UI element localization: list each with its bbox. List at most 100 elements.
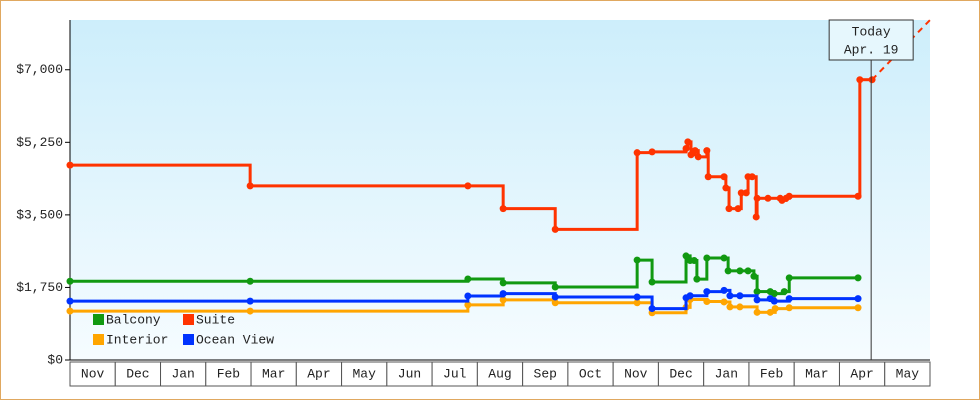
data-point: [704, 173, 712, 181]
step-segment: [637, 258, 654, 283]
x-tick-label: Feb: [217, 366, 240, 381]
data-point: [854, 304, 862, 312]
data-point: [464, 301, 472, 309]
data-point: [66, 161, 74, 169]
x-tick-label: Nov: [624, 366, 648, 381]
data-point: [464, 275, 472, 283]
data-point: [693, 275, 701, 283]
plot-background: [70, 20, 930, 360]
data-point: [703, 147, 711, 155]
y-tick-label: $7,000: [16, 62, 63, 77]
data-point: [499, 296, 507, 304]
data-point: [725, 205, 733, 213]
data-point: [770, 290, 778, 298]
data-point: [736, 292, 744, 300]
data-point: [720, 298, 728, 306]
data-point: [771, 305, 779, 313]
step-segment: [652, 297, 688, 311]
data-point: [785, 192, 793, 200]
step-segment: [555, 260, 639, 289]
legend-swatch: [183, 334, 194, 345]
month-cell: [250, 361, 297, 387]
data-point: [551, 225, 559, 233]
data-point: [648, 305, 656, 313]
data-point: [551, 299, 559, 307]
legend-swatch: [93, 314, 104, 325]
data-point: [464, 182, 472, 190]
data-point: [753, 308, 761, 316]
x-tick-label: Sep: [534, 366, 557, 381]
data-point: [752, 213, 760, 221]
data-point: [246, 297, 254, 305]
data-point: [753, 296, 761, 304]
data-point: [744, 267, 752, 275]
month-cell: [793, 361, 840, 387]
data-point: [854, 295, 862, 303]
x-tick-label: Jan: [171, 366, 194, 381]
legend-label: Interior: [106, 332, 168, 347]
data-point: [694, 153, 702, 161]
month-cell: [703, 361, 750, 387]
step-segment: [652, 255, 688, 284]
data-point: [499, 205, 507, 213]
data-point: [633, 293, 641, 301]
data-point: [682, 252, 690, 260]
data-point: [690, 256, 698, 264]
data-point: [499, 290, 507, 298]
data-point: [785, 274, 793, 282]
x-tick-label: Jun: [398, 366, 421, 381]
month-cell: [341, 361, 388, 387]
step-segment: [467, 184, 505, 209]
data-point: [703, 254, 711, 262]
x-tick-label: Jul: [443, 366, 467, 381]
legend-swatch: [93, 334, 104, 345]
data-point: [648, 278, 656, 286]
month-cell: [612, 361, 659, 387]
x-tick-label: May: [353, 366, 377, 381]
month-cell: [476, 361, 524, 387]
forecast-line: [871, 19, 931, 81]
data-point: [726, 303, 734, 311]
data-point: [703, 288, 711, 296]
data-point: [464, 292, 472, 300]
step-segment: [70, 163, 252, 186]
x-tick-label: Feb: [760, 366, 783, 381]
data-point: [66, 307, 74, 315]
data-point: [648, 148, 656, 156]
data-point: [633, 256, 641, 264]
x-tick-label: Aug: [488, 366, 511, 381]
data-point: [720, 173, 728, 181]
data-point: [764, 194, 772, 202]
legend-swatch: [183, 314, 194, 325]
month-cell: [657, 361, 705, 387]
month-cell: [838, 361, 886, 387]
month-cell: [431, 361, 478, 387]
data-point: [785, 295, 793, 303]
data-point: [785, 304, 793, 312]
data-point: [720, 254, 728, 262]
month-cell: [884, 361, 931, 387]
step-segment: [637, 295, 654, 309]
y-tick-label: $1,750: [16, 280, 63, 295]
data-point: [766, 308, 774, 316]
today-label: Today: [852, 24, 891, 39]
x-tick-label: Jan: [715, 366, 738, 381]
data-point: [551, 293, 559, 301]
data-point: [856, 76, 864, 84]
data-point: [736, 303, 744, 311]
x-tick-label: Dec: [669, 366, 692, 381]
data-point: [66, 297, 74, 305]
data-point: [748, 173, 756, 181]
data-point: [726, 292, 734, 300]
step-segment: [503, 207, 557, 230]
legend-label: Balcony: [106, 312, 161, 327]
data-point: [246, 182, 254, 190]
x-tick-label: Nov: [81, 366, 105, 381]
step-segment: [555, 152, 639, 231]
data-point: [750, 272, 758, 280]
data-point: [720, 286, 728, 294]
x-tick-label: Mar: [805, 366, 828, 381]
month-cell: [295, 361, 343, 387]
data-point: [722, 184, 730, 192]
data-point: [684, 138, 692, 146]
